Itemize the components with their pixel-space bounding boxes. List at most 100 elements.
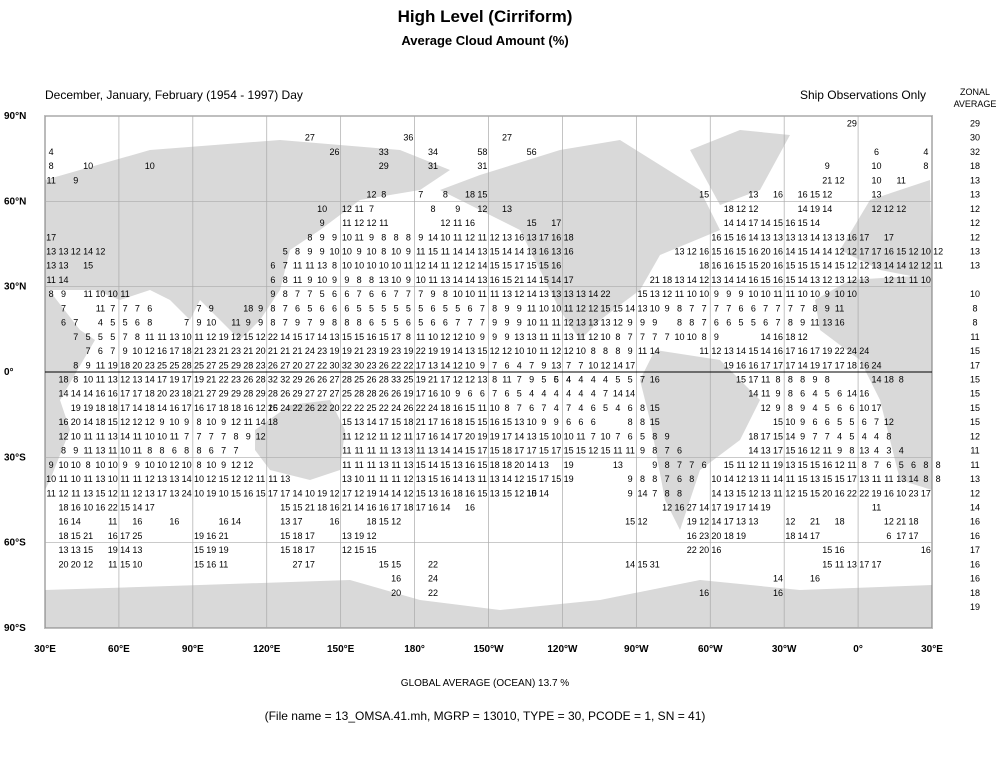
cell-value: 19 bbox=[206, 545, 216, 555]
cell-value: 10 bbox=[95, 460, 105, 470]
cell-value: 26 bbox=[379, 360, 389, 370]
cell-value: 18 bbox=[58, 531, 68, 541]
cell-value: 5 bbox=[640, 431, 645, 441]
cell-value: 6 bbox=[468, 389, 473, 399]
cell-value: 14 bbox=[625, 303, 635, 313]
cell-value: 19 bbox=[428, 346, 438, 356]
cell-value: 17 bbox=[736, 502, 746, 512]
cell-value: 34 bbox=[428, 147, 438, 157]
cell-value: 11 bbox=[83, 289, 92, 299]
cell-value: 13 bbox=[551, 360, 561, 370]
cell-value: 16 bbox=[810, 574, 820, 584]
cell-value: 30 bbox=[329, 360, 339, 370]
cell-value: 12 bbox=[601, 360, 611, 370]
cell-value: 9 bbox=[504, 303, 509, 313]
cell-value: 13 bbox=[773, 232, 783, 242]
cell-value: 9 bbox=[320, 318, 325, 328]
cell-value: 16 bbox=[711, 261, 721, 271]
cell-value: 15 bbox=[502, 488, 512, 498]
cell-value: 8 bbox=[640, 403, 645, 413]
cell-value: 18 bbox=[490, 460, 500, 470]
cell-value: 16 bbox=[108, 389, 118, 399]
cell-value: 14 bbox=[613, 360, 623, 370]
zonal-average: 16 bbox=[970, 559, 980, 569]
cell-value: 21 bbox=[650, 275, 660, 285]
cell-value: 7 bbox=[726, 303, 731, 313]
cell-value: 14 bbox=[293, 488, 303, 498]
cell-value: 22 bbox=[108, 502, 118, 512]
cell-value: 17 bbox=[342, 488, 352, 498]
cell-value: 25 bbox=[132, 531, 142, 541]
cell-value: 12 bbox=[477, 204, 487, 214]
cell-value: 14 bbox=[145, 374, 155, 384]
cell-value: 13 bbox=[169, 332, 179, 342]
cell-value: 17 bbox=[896, 531, 906, 541]
cell-value: 17 bbox=[120, 403, 130, 413]
cell-value: 6 bbox=[628, 431, 633, 441]
cell-value: 16 bbox=[699, 246, 709, 256]
cell-value: 12 bbox=[785, 488, 795, 498]
cell-value: 19 bbox=[872, 488, 882, 498]
cell-value: 11 bbox=[478, 289, 487, 299]
cell-value: 15 bbox=[440, 460, 450, 470]
cell-value: 14 bbox=[453, 474, 463, 484]
cell-value: 13 bbox=[859, 275, 869, 285]
cell-value: 16 bbox=[921, 545, 931, 555]
cell-value: 16 bbox=[748, 360, 758, 370]
cell-value: 8 bbox=[406, 232, 411, 242]
cell-value: 16 bbox=[835, 545, 845, 555]
cell-value: 7 bbox=[677, 460, 682, 470]
cell-value: 11 bbox=[96, 374, 105, 384]
cell-value: 8 bbox=[73, 360, 78, 370]
cell-value: 10 bbox=[206, 318, 216, 328]
cell-value: 19 bbox=[440, 346, 450, 356]
cell-value: 9 bbox=[628, 346, 633, 356]
cell-value: 18 bbox=[95, 417, 105, 427]
cell-value: 24 bbox=[872, 360, 882, 370]
cell-value: 7 bbox=[307, 289, 312, 299]
cell-value: 13 bbox=[748, 474, 758, 484]
cell-value: 12 bbox=[453, 332, 463, 342]
cell-value: 7 bbox=[603, 389, 608, 399]
cell-value: 18 bbox=[440, 403, 450, 413]
cell-value: 13 bbox=[132, 545, 142, 555]
cell-value: 19 bbox=[169, 374, 179, 384]
cell-value: 14 bbox=[527, 289, 537, 299]
cell-value: 9 bbox=[209, 303, 214, 313]
cell-value: 4 bbox=[529, 389, 534, 399]
cell-value: 12 bbox=[403, 488, 413, 498]
cell-value: 7 bbox=[209, 431, 214, 441]
cell-value: 5 bbox=[123, 318, 128, 328]
cell-value: 8 bbox=[184, 446, 189, 456]
zonal-average: 12 bbox=[970, 488, 980, 498]
cell-value: 6 bbox=[504, 360, 509, 370]
cell-value: 17 bbox=[169, 346, 179, 356]
cell-value: 22 bbox=[293, 403, 303, 413]
cell-value: 12 bbox=[761, 403, 771, 413]
cell-value: 9 bbox=[480, 360, 485, 370]
cell-value: 7 bbox=[369, 204, 374, 214]
cell-value: 10 bbox=[859, 403, 869, 413]
y-tick-label: 0° bbox=[4, 367, 14, 378]
cell-value: 7 bbox=[61, 303, 66, 313]
cell-value: 9 bbox=[307, 275, 312, 285]
cell-value: 11 bbox=[367, 474, 376, 484]
cell-value: 23 bbox=[317, 346, 327, 356]
cell-value: 14 bbox=[453, 446, 463, 456]
cell-value: 11 bbox=[46, 175, 55, 185]
cell-value: 25 bbox=[354, 374, 364, 384]
cell-value: 13 bbox=[785, 232, 795, 242]
cell-value: 9 bbox=[295, 318, 300, 328]
cell-value: 22 bbox=[391, 360, 401, 370]
cell-value: 8 bbox=[270, 318, 275, 328]
cell-value: 19 bbox=[736, 531, 746, 541]
cell-value: 5 bbox=[394, 303, 399, 313]
cell-value: 17 bbox=[539, 232, 549, 242]
cell-value: 5 bbox=[418, 318, 423, 328]
cell-value: 18 bbox=[662, 275, 672, 285]
zonal-average: 18 bbox=[970, 588, 980, 598]
cell-value: 4 bbox=[812, 403, 817, 413]
cell-value: 14 bbox=[132, 403, 142, 413]
cell-value: 25 bbox=[219, 360, 229, 370]
cell-value: 30 bbox=[354, 360, 364, 370]
